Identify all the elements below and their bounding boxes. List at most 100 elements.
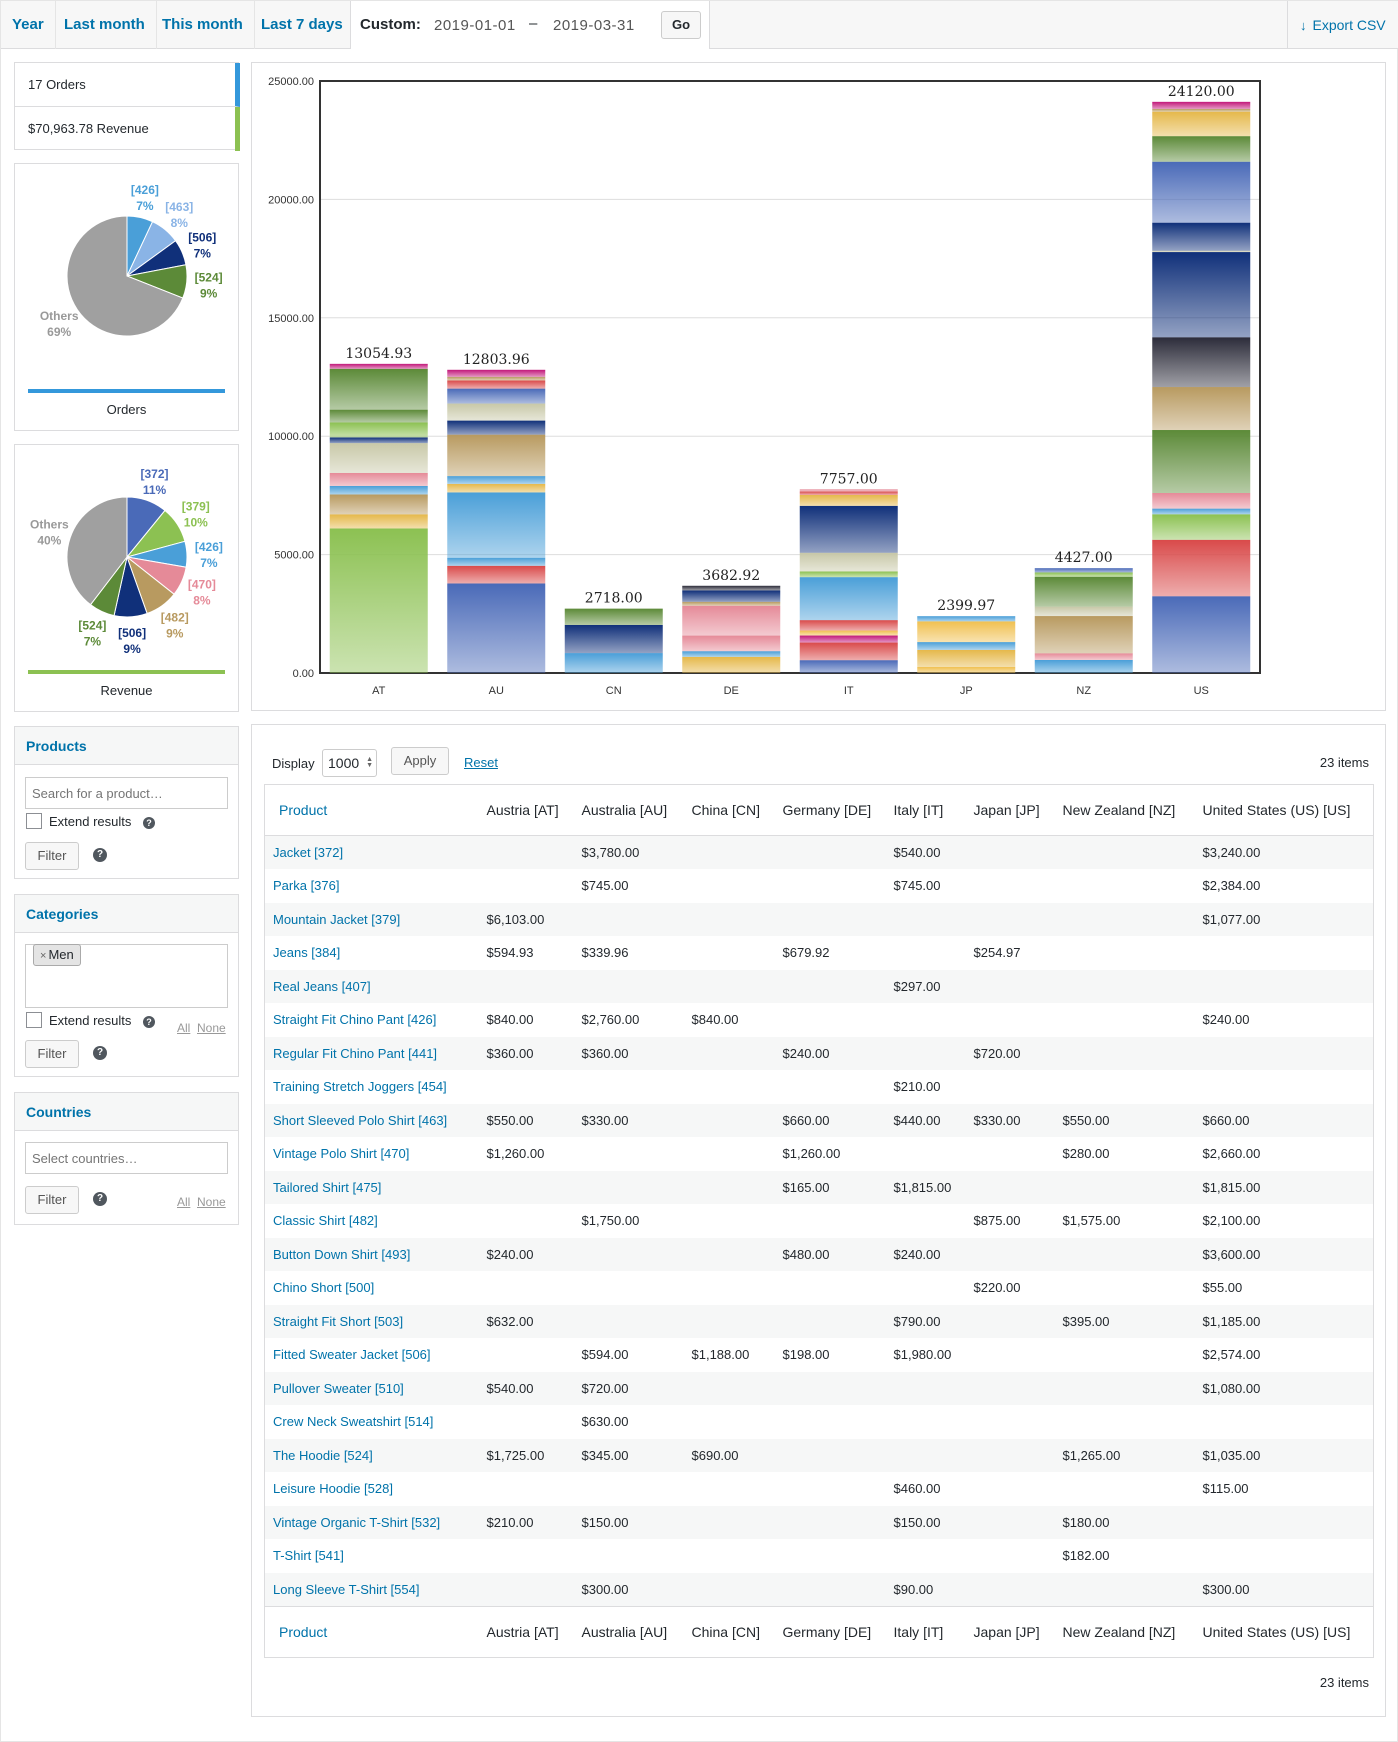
categories-panel-title[interactable]: Categories [15, 895, 238, 933]
bar-segment[interactable] [1152, 493, 1251, 509]
bar-segment[interactable] [329, 422, 428, 438]
bar-segment[interactable] [1152, 111, 1251, 137]
bar-segment[interactable] [682, 635, 781, 652]
countries-select-input[interactable] [25, 1142, 228, 1174]
bar-segment[interactable] [682, 651, 781, 657]
product-link[interactable]: Straight Fit Chino Pant [426] [273, 1012, 437, 1028]
bar-segment[interactable] [917, 642, 1016, 650]
bar-segment[interactable] [1034, 616, 1133, 654]
product-link[interactable]: Pullover Sweater [510] [264, 1371, 479, 1405]
export-csv-button[interactable]: ↓ Export CSV [1287, 1, 1398, 49]
product-link[interactable]: Regular Fit Chino Pant [441] [264, 1036, 479, 1070]
bar-segment[interactable] [1152, 108, 1251, 112]
bar-segment[interactable] [447, 380, 546, 389]
display-count-input[interactable]: 1000 ▲ ▼ [322, 749, 377, 777]
bar-segment[interactable] [1152, 252, 1251, 338]
bar-segment[interactable] [329, 437, 428, 444]
bar-segment[interactable] [447, 376, 546, 381]
bar-segment[interactable] [682, 585, 781, 591]
date-from-input[interactable] [434, 15, 524, 35]
bar-segment[interactable] [1152, 337, 1251, 388]
product-link[interactable]: Chino Short [500] [273, 1280, 375, 1296]
product-link[interactable]: Long Sleeve T-Shirt [554] [264, 1572, 479, 1606]
products-panel-title[interactable]: Products [15, 727, 238, 765]
product-link[interactable]: Vintage Polo Shirt [470] [273, 1146, 410, 1162]
countries-none-link[interactable]: None [197, 1195, 226, 1209]
product-link[interactable]: Training Stretch Joggers [454] [273, 1079, 447, 1095]
bar-segment[interactable] [1152, 508, 1251, 515]
product-link[interactable]: Short Sleeved Polo Shirt [463] [264, 1103, 479, 1137]
bar-segment[interactable] [447, 476, 546, 484]
bar-segment[interactable] [1152, 539, 1251, 597]
bar-segment[interactable] [329, 528, 428, 673]
spinner-icon[interactable]: ▲ ▼ [366, 756, 373, 769]
bar-segment[interactable] [447, 483, 546, 493]
categories-all-link[interactable]: All [177, 1021, 191, 1035]
tab-year[interactable]: Year [1, 1, 56, 49]
bar-segment[interactable] [447, 557, 546, 566]
bar-segment[interactable] [799, 489, 898, 492]
bar-segment[interactable] [447, 565, 546, 584]
bar-segment[interactable] [329, 443, 428, 473]
bar-segment[interactable] [447, 420, 546, 435]
categories-extend-checkbox[interactable] [26, 1012, 42, 1028]
product-search-input[interactable] [25, 777, 228, 809]
bar-segment[interactable] [447, 583, 546, 673]
bar-segment[interactable] [329, 485, 428, 495]
products-filter-button[interactable]: Filter [25, 842, 79, 870]
bar-segment[interactable] [917, 616, 1016, 622]
bar-segment[interactable] [1152, 161, 1251, 223]
bar-segment[interactable] [799, 491, 898, 495]
bar-segment[interactable] [447, 492, 546, 558]
summary-revenue[interactable]: $70,963.78 Revenue [15, 107, 240, 151]
bar-segment[interactable] [1152, 514, 1251, 540]
bar-segment[interactable] [1152, 387, 1251, 431]
bar-segment[interactable] [799, 635, 898, 643]
product-link[interactable]: Parka [376] [273, 878, 340, 894]
bar-segment[interactable] [329, 409, 428, 423]
product-link[interactable]: Vintage Organic T-Shirt [532] [264, 1505, 479, 1539]
bar-segment[interactable] [329, 368, 428, 410]
product-link[interactable]: The Hoodie [524] [264, 1438, 479, 1472]
bar-segment[interactable] [682, 656, 781, 673]
bar-segment[interactable] [682, 601, 781, 606]
bar-segment[interactable] [1152, 222, 1251, 251]
bar-segment[interactable] [1034, 568, 1133, 573]
bar-segment[interactable] [447, 434, 546, 477]
bar-segment[interactable] [917, 666, 1016, 673]
bar-segment[interactable] [447, 388, 546, 404]
bar-segment[interactable] [1152, 250, 1251, 253]
help-icon[interactable]: ? [93, 848, 107, 862]
product-link[interactable]: Crew Neck Sweatshirt [514] [273, 1414, 434, 1430]
categories-none-link[interactable]: None [197, 1021, 226, 1035]
bar-segment[interactable] [799, 571, 898, 578]
summary-orders[interactable]: 17 Orders [15, 63, 240, 107]
pie-slice[interactable] [66, 496, 128, 606]
reset-link[interactable]: Reset [464, 755, 498, 770]
product-link[interactable]: Tailored Shirt [475] [264, 1170, 479, 1204]
bar-segment[interactable] [329, 363, 428, 369]
product-link[interactable]: Fitted Sweater Jacket [506] [273, 1347, 431, 1363]
tab-last-7-days[interactable]: Last 7 days [250, 1, 355, 49]
date-to-input[interactable] [553, 15, 643, 35]
bar-segment[interactable] [1034, 659, 1133, 673]
bar-segment[interactable] [329, 472, 428, 486]
bar-segment[interactable] [1034, 576, 1133, 607]
bar-segment[interactable] [447, 403, 546, 421]
product-link[interactable]: T-Shirt [541] [273, 1548, 344, 1564]
bar-segment[interactable] [799, 577, 898, 621]
product-link[interactable]: Classic Shirt [482] [273, 1213, 378, 1229]
bar-segment[interactable] [564, 608, 663, 625]
help-icon[interactable]: ? [143, 817, 155, 829]
countries-filter-button[interactable]: Filter [25, 1186, 79, 1214]
bar-segment[interactable] [799, 505, 898, 553]
bar-segment[interactable] [1152, 101, 1251, 109]
bar-segment[interactable] [917, 649, 1016, 667]
apply-button[interactable]: Apply [391, 747, 449, 775]
bar-segment[interactable] [917, 621, 1016, 643]
bar-segment[interactable] [447, 369, 546, 377]
product-link[interactable]: Real Jeans [407] [264, 969, 479, 1003]
bar-segment[interactable] [1152, 596, 1251, 673]
bar-segment[interactable] [1034, 653, 1133, 660]
bar-segment[interactable] [799, 642, 898, 661]
